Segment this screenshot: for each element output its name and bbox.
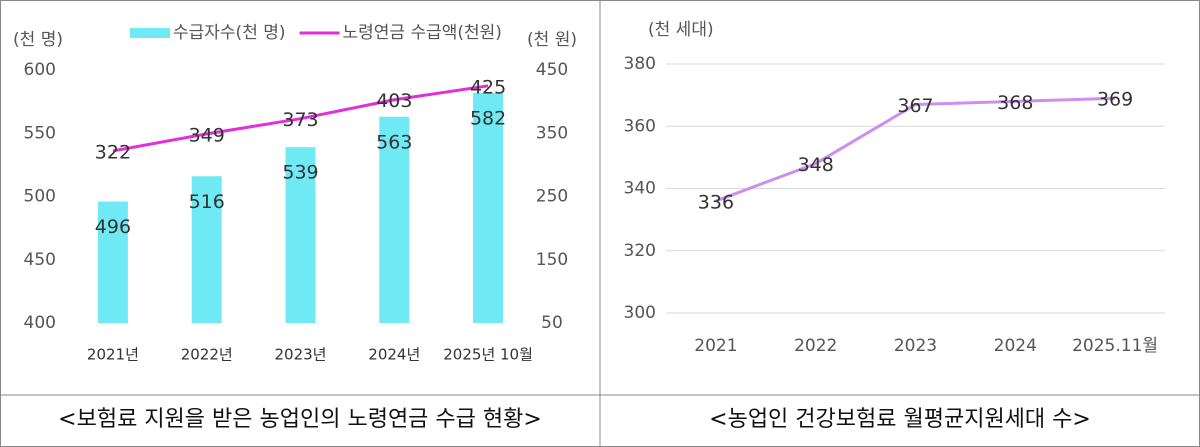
- y2-tick-label: 250: [536, 187, 568, 207]
- bar: [285, 147, 316, 323]
- x-tick-label: 2021년: [87, 346, 139, 364]
- y-tick-label: 550: [24, 123, 56, 143]
- legend-label: 수급자수(천 명): [173, 23, 286, 43]
- data-label: 516: [189, 191, 225, 213]
- x-tick-label: 2023년: [275, 346, 327, 364]
- y-tick-label: 340: [624, 179, 656, 199]
- data-label: 349: [189, 124, 225, 146]
- line: [715, 96, 1116, 203]
- x-tick-label: 2025년 10월: [443, 346, 533, 364]
- y-tick-label: 450: [24, 250, 56, 270]
- data-label: 496: [95, 216, 131, 238]
- bar: [473, 92, 504, 324]
- y2-tick-label: 150: [536, 250, 568, 270]
- y-tick-label: 320: [624, 241, 656, 261]
- y2-tick-label: 350: [536, 123, 568, 143]
- data-label: 322: [95, 141, 131, 163]
- x-tick-label: 2024년: [368, 346, 420, 364]
- x-tick-label: 2022년: [181, 346, 233, 364]
- y-axis-label: (천 세대): [648, 20, 714, 40]
- data-label: 368: [997, 92, 1033, 114]
- bar: [191, 176, 222, 323]
- y-tick-label: 380: [624, 54, 656, 74]
- data-label: 539: [282, 162, 318, 184]
- bar: [97, 201, 128, 323]
- y-tick-label: 400: [24, 313, 56, 333]
- legend-label: 노령연금 수급액(천원): [343, 23, 502, 43]
- y-tick-label: 300: [624, 303, 656, 323]
- data-label: 336: [698, 191, 734, 213]
- data-label: 369: [1097, 89, 1133, 111]
- legend-swatch: [130, 28, 170, 38]
- data-label: 403: [376, 90, 412, 112]
- bar: [379, 116, 410, 324]
- data-label: 563: [376, 131, 412, 153]
- data-label: 373: [282, 109, 318, 131]
- y2-tick-label: 50: [541, 313, 563, 333]
- x-tick-label: 2023: [894, 336, 937, 356]
- y-tick-label: 360: [624, 116, 656, 136]
- x-tick-label: 2025.11월: [1072, 336, 1158, 356]
- y2-axis-label: (천 원): [527, 30, 577, 50]
- data-label: 582: [470, 107, 506, 129]
- data-label: 425: [470, 76, 506, 98]
- x-tick-label: 2024: [994, 336, 1037, 356]
- x-tick-label: 2021: [694, 336, 737, 356]
- y-axis-label: (천 명): [13, 30, 63, 50]
- y-tick-label: 500: [24, 187, 56, 207]
- data-label: 367: [897, 95, 933, 117]
- y2-tick-label: 450: [536, 60, 568, 80]
- y-tick-label: 600: [24, 60, 56, 80]
- x-tick-label: 2022: [794, 336, 837, 356]
- caption: <보험료 지원을 받은 농업인의 노령연금 수급 현황>: [58, 407, 542, 432]
- caption: <농업인 건강보험료 월평균지원세대 수>: [709, 407, 1091, 432]
- line: [112, 84, 489, 153]
- data-label: 348: [798, 154, 834, 176]
